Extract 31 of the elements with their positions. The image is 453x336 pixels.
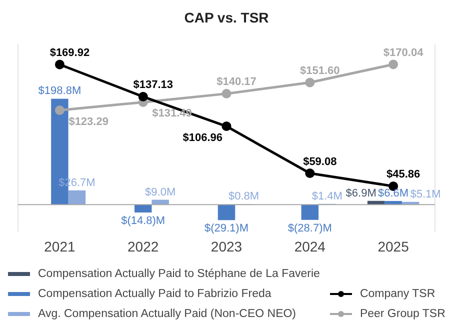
data-label: $5.1M xyxy=(410,188,441,200)
x-tick-label: 2025 xyxy=(378,238,410,254)
data-label: $(14.8)M xyxy=(121,214,166,227)
data-label: $0.8M xyxy=(228,190,260,203)
data-label: $(29.1)M xyxy=(204,222,249,235)
x-tick-label: 2022 xyxy=(128,238,159,254)
data-label: $198.8M xyxy=(38,85,82,98)
legend-label: Avg. Compensation Actually Paid (Non-CEO NEO) xyxy=(38,308,296,320)
data-label: $6.9M xyxy=(346,187,376,200)
chart-title: CAP vs. TSR xyxy=(184,9,269,26)
legend-label: Company TSR xyxy=(360,288,436,300)
data-label: $45.86 xyxy=(386,168,420,181)
data-label: $170.04 xyxy=(383,46,424,59)
x-tick-label: 2021 xyxy=(44,238,76,254)
legend-label: Compensation Actually Paid to Fabrizio Freda xyxy=(38,288,272,300)
data-label: $106.96 xyxy=(182,132,222,144)
data-label: $1.4M xyxy=(312,190,342,202)
data-label: $137.13 xyxy=(133,79,173,92)
data-label: $140.17 xyxy=(216,76,256,88)
x-tick-label: 2024 xyxy=(294,238,326,254)
data-label: $151.60 xyxy=(300,65,340,78)
data-label: $(28.7)M xyxy=(288,222,332,234)
data-label: $59.08 xyxy=(303,156,337,168)
data-label: $123.29 xyxy=(68,116,108,128)
data-label: $131.49 xyxy=(152,108,192,120)
data-label: $6.6M xyxy=(378,188,409,200)
data-label: $9.0M xyxy=(145,186,176,198)
data-label: $169.92 xyxy=(50,47,90,60)
legend-label: Compensation Actually Paid to Stéphane de La Faverie xyxy=(38,268,320,280)
legend-label: Peer Group TSR xyxy=(360,308,446,320)
x-tick-label: 2023 xyxy=(210,238,242,254)
